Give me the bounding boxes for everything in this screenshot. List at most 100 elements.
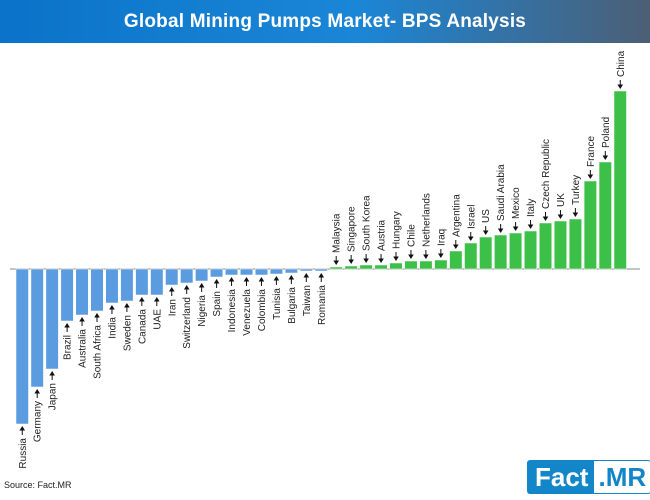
- bar-colombia: [254, 268, 268, 276]
- bar-uk: [553, 220, 567, 270]
- label-uk: UK: [556, 193, 567, 207]
- label-france: France: [586, 135, 597, 167]
- label-sweden: Sweden: [122, 315, 133, 351]
- label-uae: UAE: [152, 309, 163, 330]
- label-romania: Romania: [317, 285, 328, 325]
- pointer-india: [109, 305, 115, 314]
- bar-bulgaria: [284, 268, 298, 274]
- bar-indonesia: [225, 268, 239, 276]
- pointer-uk: [557, 210, 564, 219]
- bar-israel: [464, 242, 478, 270]
- bar-us: [479, 236, 493, 270]
- bar-uae: [150, 268, 164, 296]
- label-switzerland: Switzerland: [182, 297, 193, 349]
- pointer-austria: [378, 254, 384, 263]
- bar-iran: [165, 268, 179, 286]
- pointer-colombia: [258, 277, 265, 286]
- pointer-turkey: [572, 208, 579, 217]
- bar-brazil: [60, 268, 74, 322]
- pointer-israel: [467, 232, 474, 241]
- pointer-mexico: [512, 222, 519, 231]
- bar-australia: [75, 268, 89, 316]
- title-bar: Global Mining Pumps Market- BPS Analysis: [0, 0, 650, 43]
- bar-argentina: [449, 250, 463, 270]
- bar-malaysia: [329, 266, 343, 270]
- label-australia: Australia: [78, 329, 89, 368]
- pointer-sweden: [124, 303, 130, 312]
- bar-france: [583, 180, 597, 270]
- label-poland: Poland: [601, 117, 612, 148]
- label-venezuela: Venezuela: [242, 289, 253, 336]
- label-spain: Spain: [212, 291, 223, 317]
- pointer-malaysia: [333, 256, 339, 265]
- pointer-japan: [49, 371, 55, 380]
- label-india: India: [107, 317, 118, 339]
- pointer-france: [587, 170, 594, 179]
- pointer-czech-republic: [542, 212, 549, 221]
- bar-chile: [404, 260, 418, 270]
- pointer-canada: [139, 297, 145, 306]
- logo-part-left: Fact: [527, 460, 595, 494]
- bar-mexico: [509, 232, 523, 270]
- pointer-bulgaria: [288, 275, 295, 284]
- label-taiwan: Taiwan: [302, 285, 313, 316]
- bar-japan: [45, 268, 59, 370]
- label-italy: Italy: [526, 199, 537, 217]
- label-bulgaria: Bulgaria: [287, 287, 298, 324]
- label-singapore: Singapore: [347, 206, 358, 252]
- bar-saudi-arabia: [494, 234, 508, 270]
- pointer-brazil: [64, 323, 70, 332]
- pointer-switzerland: [183, 285, 190, 294]
- fact-mr-logo: Fact .MR: [527, 460, 650, 494]
- label-malaysia: Malaysia: [332, 213, 343, 253]
- label-mexico: Mexico: [511, 187, 522, 219]
- pointer-spain: [213, 279, 220, 288]
- source-note: Source: Fact.MR: [4, 480, 72, 490]
- bar-netherlands: [419, 260, 433, 270]
- pointer-argentina: [453, 240, 459, 249]
- pointer-saudi-arabia: [497, 224, 504, 233]
- pointer-chile: [408, 250, 414, 259]
- pointer-romania: [318, 273, 325, 282]
- label-brazil: Brazil: [63, 335, 74, 360]
- label-chile: Chile: [406, 224, 417, 247]
- pointer-tunisia: [273, 276, 280, 285]
- bar-venezuela: [240, 268, 253, 276]
- bar-hungary: [389, 262, 403, 270]
- bar-germany: [30, 268, 44, 388]
- label-japan: Japan: [48, 383, 59, 410]
- bar-south-africa: [90, 268, 104, 312]
- bar-turkey: [568, 218, 582, 270]
- pointer-taiwan: [303, 273, 310, 282]
- pointer-australia: [79, 317, 85, 326]
- pointer-us: [482, 226, 489, 235]
- bar-india: [105, 268, 119, 304]
- bar-austria: [374, 264, 388, 270]
- bar-south-korea: [359, 264, 373, 270]
- label-south-africa: South Africa: [93, 325, 104, 379]
- label-south-korea: South Korea: [362, 195, 373, 251]
- bar-italy: [524, 230, 538, 270]
- bar-sweden: [120, 268, 134, 302]
- bar-russia: [15, 268, 29, 425]
- label-tunisia: Tunisia: [272, 288, 283, 320]
- label-israel: Israel: [466, 205, 477, 229]
- bar-spain: [210, 268, 224, 278]
- label-hungary: Hungary: [392, 211, 403, 249]
- logo-part-right: .MR: [594, 460, 650, 494]
- pointer-netherlands: [423, 250, 429, 259]
- label-argentina: Argentina: [451, 194, 462, 237]
- label-china: China: [616, 50, 627, 77]
- pointer-italy: [527, 220, 534, 229]
- label-czech-republic: Czech Republic: [541, 139, 552, 209]
- pointer-china: [617, 80, 624, 89]
- pointer-uae: [154, 297, 160, 306]
- bar-czech-republic: [539, 222, 552, 270]
- bar-poland: [598, 161, 612, 270]
- pointer-singapore: [348, 255, 354, 264]
- label-colombia: Colombia: [257, 289, 268, 332]
- bar-canada: [135, 268, 149, 296]
- pointer-indonesia: [228, 277, 235, 286]
- pointer-germany: [34, 389, 40, 398]
